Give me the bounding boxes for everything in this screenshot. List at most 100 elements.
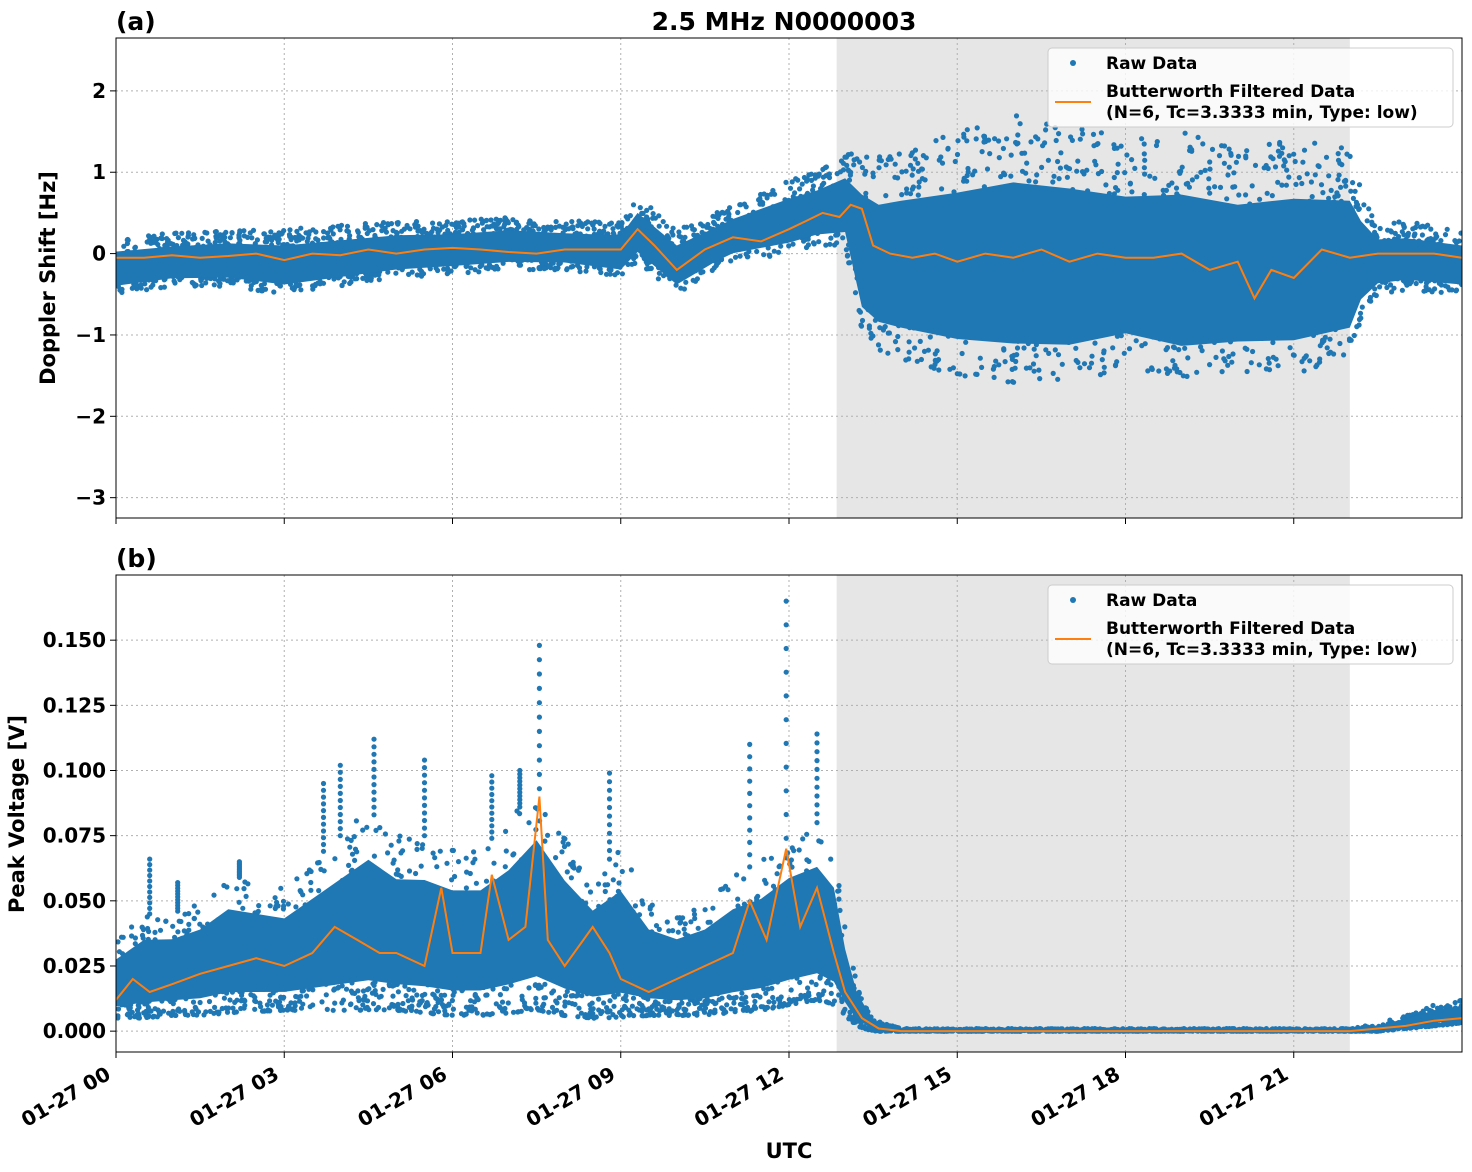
- raw-data-point: [1387, 282, 1394, 288]
- raw-data-point: [276, 236, 282, 242]
- raw-data-point: [1036, 367, 1042, 373]
- raw-data-point: [1291, 352, 1297, 358]
- raw-data-point: [1033, 179, 1039, 185]
- raw-data-point: [1115, 161, 1121, 167]
- raw-data-point: [816, 239, 822, 245]
- raw-data-point: [932, 361, 938, 368]
- raw-data-point: [185, 230, 192, 236]
- raw-data-point: [957, 371, 963, 377]
- raw-data-point: [157, 927, 164, 933]
- raw-data-point: [201, 1012, 207, 1018]
- raw-data-point: [683, 279, 689, 285]
- raw-data-point: [959, 350, 965, 357]
- raw-data-point: [133, 282, 139, 288]
- raw-data-point: [312, 281, 319, 287]
- raw-data-point: [564, 988, 570, 995]
- raw-data-point: [1207, 166, 1213, 172]
- raw-data-point: [203, 280, 209, 286]
- raw-data-point: [516, 224, 522, 230]
- raw-data-point: [344, 223, 351, 229]
- raw-data-point: [1442, 283, 1448, 289]
- raw-data-point: [808, 177, 815, 183]
- raw-data-point: [328, 227, 334, 233]
- raw-data-point: [1286, 153, 1292, 159]
- panel-b: (b) Peak Voltage [V] 0.1500.1250.1000.07…: [5, 544, 1463, 1132]
- raw-data-point: [570, 224, 576, 230]
- raw-data-point: [252, 998, 258, 1004]
- raw-data-point: [724, 1002, 730, 1008]
- raw-data-point: [360, 275, 366, 281]
- raw-data-point: [1219, 348, 1225, 354]
- raw-data-point: [834, 232, 841, 238]
- raw-data-point: [637, 205, 643, 211]
- raw-data-point: [1351, 332, 1357, 339]
- raw-data-point: [132, 245, 138, 251]
- raw-data-point: [857, 159, 863, 165]
- raw-data-point: [1444, 226, 1450, 232]
- raw-data-point: [541, 266, 547, 272]
- raw-data-point: [630, 202, 637, 208]
- raw-data-point: [212, 239, 218, 246]
- raw-data-point: [1142, 171, 1148, 177]
- raw-data-point: [376, 277, 382, 283]
- raw-data-point: [145, 925, 151, 932]
- raw-data-point: [321, 235, 327, 241]
- raw-data-point: [656, 926, 662, 933]
- raw-data-point: [903, 168, 909, 174]
- raw-data-point: [906, 339, 912, 345]
- raw-data-point: [468, 265, 474, 271]
- raw-data-point: [497, 992, 503, 998]
- raw-data-point: [332, 1000, 338, 1006]
- raw-data-point: [481, 227, 487, 233]
- raw-data-point: [1250, 348, 1256, 355]
- raw-data-point: [1354, 324, 1360, 330]
- raw-data-point: [1364, 218, 1370, 224]
- raw-data-point: [916, 184, 922, 190]
- raw-data-point: [1257, 196, 1263, 202]
- raw-data-point: [451, 989, 457, 995]
- raw-data-point: [681, 286, 688, 292]
- raw-data-point: [1170, 358, 1176, 364]
- raw-data-point: [744, 254, 751, 260]
- raw-data-point: [556, 223, 563, 229]
- raw-data-point: [656, 270, 663, 276]
- raw-data-point: [726, 213, 732, 220]
- raw-data-point: [1093, 162, 1099, 168]
- raw-data-point: [1352, 188, 1358, 194]
- raw-data-point: [1248, 360, 1254, 366]
- raw-data-point: [1264, 190, 1270, 196]
- raw-data-point: [1433, 235, 1439, 241]
- raw-data-point: [1145, 368, 1151, 374]
- raw-data-point: [1088, 360, 1095, 366]
- raw-data-point: [119, 286, 125, 292]
- raw-data-point: [1068, 134, 1074, 140]
- raw-data-point: [812, 175, 818, 181]
- raw-data-point: [1377, 284, 1383, 290]
- raw-data-point: [546, 263, 552, 269]
- raw-data-point: [1275, 179, 1281, 185]
- raw-data-point: [1452, 238, 1458, 244]
- raw-data-point: [449, 1012, 455, 1018]
- raw-data-point: [973, 371, 979, 377]
- raw-data-point: [435, 988, 441, 994]
- raw-data-point: [1040, 143, 1046, 149]
- raw-data-point: [1372, 286, 1378, 292]
- raw-data-point: [945, 145, 951, 151]
- raw-data-point: [1337, 160, 1343, 166]
- raw-data-point: [1043, 347, 1049, 353]
- raw-data-point: [158, 235, 164, 241]
- raw-data-point: [840, 160, 847, 166]
- raw-data-point: [1252, 162, 1259, 168]
- raw-data-point: [1147, 173, 1153, 179]
- raw-data-point: [517, 811, 523, 817]
- raw-data-point: [1270, 354, 1276, 360]
- raw-data-point: [859, 317, 866, 324]
- raw-data-point: [705, 919, 711, 925]
- raw-data-point: [883, 162, 889, 168]
- raw-data-point: [1356, 206, 1362, 212]
- raw-data-point: [431, 1006, 437, 1012]
- raw-data-point: [856, 307, 862, 314]
- raw-data-point: [698, 221, 704, 227]
- raw-data-point: [1396, 219, 1402, 225]
